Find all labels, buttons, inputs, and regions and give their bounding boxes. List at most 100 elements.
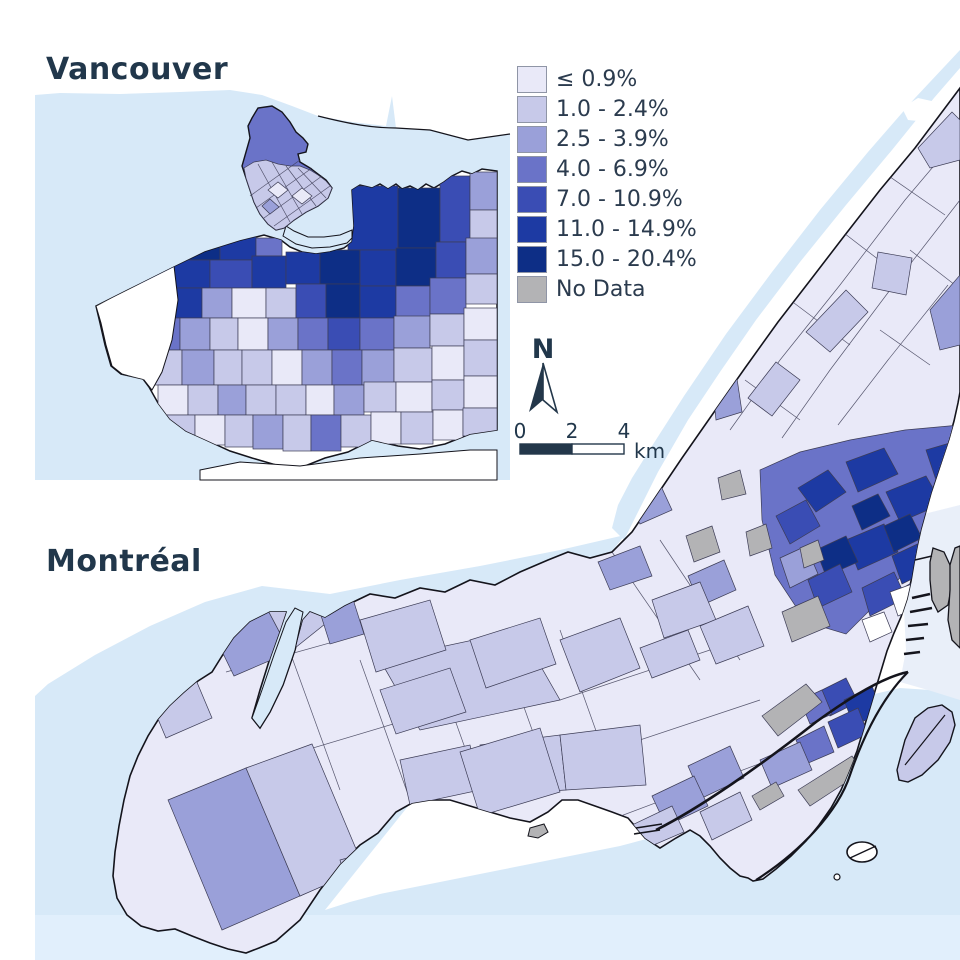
- census-tract: [187, 384, 219, 416]
- montreal-map: [35, 50, 960, 960]
- census-tract: [301, 349, 333, 386]
- census-tract: [699, 791, 753, 841]
- census-tract: [559, 617, 641, 693]
- census-tract: [209, 317, 239, 351]
- harbor-piers: [903, 592, 933, 656]
- census-tract: [241, 349, 273, 386]
- legend-row: 1.0 - 2.4%: [517, 94, 697, 124]
- census-tract: [319, 249, 361, 285]
- census-tract: [639, 629, 701, 679]
- census-tract: [463, 375, 497, 409]
- census-tract: [851, 493, 891, 531]
- legend-swatch: [517, 215, 547, 243]
- census-tract: [297, 317, 329, 351]
- legend-label: 2.5 - 3.9%: [556, 126, 669, 152]
- north-label: N: [532, 334, 555, 365]
- montreal-title: Montréal: [46, 544, 202, 579]
- legend-swatch: [517, 275, 547, 303]
- census-tract: [429, 277, 467, 315]
- census-tract: [363, 381, 397, 413]
- census-tract: [251, 255, 287, 289]
- legend-row: 15.0 - 20.4%: [517, 244, 697, 274]
- north-arrow: N: [529, 334, 559, 415]
- census-tract: [469, 617, 557, 689]
- legend-swatch: [517, 245, 547, 273]
- nuns-island-road: [904, 714, 946, 766]
- census-tract: [929, 274, 960, 351]
- census-tract: [747, 361, 801, 417]
- census-tract: [194, 414, 226, 446]
- legend: ≤ 0.9% 1.0 - 2.4% 2.5 - 3.9% 4.0 - 6.9% …: [517, 64, 697, 304]
- census-tract: [340, 414, 372, 448]
- census-tract: [751, 781, 785, 811]
- census-tract: [252, 414, 284, 450]
- census-tract: [379, 667, 467, 735]
- census-tract: [305, 384, 335, 416]
- census-tract: [295, 283, 327, 319]
- vancouver-map: [35, 88, 511, 481]
- legend-label: 7.0 - 10.9%: [556, 186, 683, 212]
- census-tract: [331, 349, 363, 386]
- lachine-canal: [655, 670, 909, 832]
- census-tract: [359, 285, 397, 319]
- census-tract: [237, 317, 269, 351]
- census-tract: [370, 411, 402, 445]
- census-tract: [761, 683, 823, 737]
- census-tract: [717, 469, 747, 501]
- census-tract: [465, 237, 497, 275]
- river-island: [902, 98, 940, 122]
- census-tract: [432, 409, 464, 441]
- census-tract: [439, 175, 471, 243]
- census-tract: [400, 411, 434, 445]
- canal-west-lines: [633, 823, 663, 835]
- census-tract: [463, 307, 497, 341]
- census-tract: [255, 237, 283, 257]
- census-tract: [347, 185, 399, 251]
- legend-swatch: [517, 125, 547, 153]
- nuns-island: [896, 704, 956, 783]
- downtown-tracts: [243, 159, 333, 231]
- census-tract: [267, 317, 299, 351]
- census-tract: [217, 384, 247, 416]
- scale-bar-light-segment: [571, 443, 625, 455]
- census-tract: [559, 724, 647, 791]
- census-tract: [775, 499, 821, 545]
- census-tract: [282, 414, 312, 452]
- census-tract: [179, 317, 211, 351]
- census-tract: [781, 595, 831, 643]
- census-tract: [459, 727, 561, 817]
- legend-label: ≤ 0.9%: [556, 66, 638, 92]
- census-tract: [395, 285, 431, 319]
- north-arrow-left: [529, 363, 543, 412]
- census-tract: [333, 384, 365, 416]
- small-island-line: [849, 845, 877, 859]
- legend-swatch: [517, 65, 547, 93]
- legend-row: 11.0 - 14.9%: [517, 214, 697, 244]
- census-tract: [285, 251, 321, 285]
- legend-row: 2.5 - 3.9%: [517, 124, 697, 154]
- legend-row: 7.0 - 10.9%: [517, 184, 697, 214]
- legend-row: No Data: [517, 274, 697, 304]
- bridge-line: [914, 555, 933, 561]
- census-tract: [395, 381, 433, 413]
- census-tract: [745, 523, 773, 557]
- census-tract: [393, 347, 433, 383]
- scale-tick-2: 2: [566, 419, 579, 443]
- census-tract: [797, 469, 847, 513]
- census-tract: [201, 287, 233, 319]
- census-tract: [431, 379, 465, 411]
- legend-label: No Data: [556, 276, 646, 302]
- ile-notre-dame: [947, 545, 960, 649]
- census-tract: [397, 187, 441, 249]
- census-tract: [310, 414, 342, 452]
- census-tract: [799, 539, 825, 569]
- census-tract: [361, 349, 395, 386]
- census-tract: [359, 249, 397, 287]
- vancouver-title: Vancouver: [46, 52, 229, 87]
- census-tract: [181, 349, 215, 386]
- north-shore-land: [35, 88, 510, 140]
- legend-swatch: [517, 155, 547, 183]
- legend-swatch: [517, 185, 547, 213]
- census-tract: [213, 349, 243, 386]
